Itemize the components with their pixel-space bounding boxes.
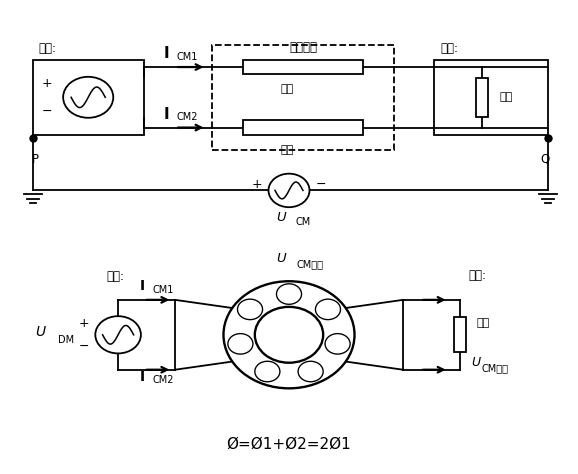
Circle shape [238, 299, 262, 319]
Circle shape [224, 281, 354, 388]
Bar [243, 120, 363, 135]
Text: $U$: $U$ [35, 326, 47, 339]
Text: $U$: $U$ [276, 252, 288, 265]
Text: CM1: CM1 [152, 285, 173, 295]
Text: DM: DM [58, 336, 75, 346]
Text: CM负载: CM负载 [481, 363, 509, 374]
Text: +: + [79, 317, 89, 329]
Text: CM1: CM1 [176, 52, 198, 62]
Circle shape [316, 299, 340, 319]
Text: −: − [79, 340, 89, 353]
Text: +: + [42, 77, 53, 90]
Circle shape [298, 361, 323, 382]
Text: P: P [32, 153, 39, 166]
Text: 设备:: 设备: [468, 269, 487, 282]
Bar [454, 317, 466, 352]
Text: $\mathbf{I}$: $\mathbf{I}$ [162, 106, 169, 121]
Text: CM2: CM2 [152, 375, 174, 385]
Text: Ø2: Ø2 [268, 339, 281, 348]
Bar [476, 78, 488, 117]
Text: CM: CM [296, 217, 311, 227]
Circle shape [276, 284, 302, 304]
Text: $\mathbf{I}$: $\mathbf{I}$ [139, 279, 145, 293]
Text: +: + [252, 178, 262, 191]
Circle shape [255, 307, 323, 363]
Text: −: − [316, 178, 326, 191]
Bar [212, 45, 394, 150]
Circle shape [95, 316, 141, 354]
Text: Q: Q [541, 153, 550, 166]
Text: CM2: CM2 [176, 112, 198, 122]
Text: $\mathbf{I}$: $\mathbf{I}$ [162, 45, 169, 61]
Text: 设备:: 设备: [440, 42, 458, 55]
Text: 阻抗: 阻抗 [280, 84, 294, 94]
Text: $U$: $U$ [276, 211, 288, 224]
Circle shape [269, 173, 309, 207]
Circle shape [325, 334, 350, 354]
Text: CM线圈: CM线圈 [297, 259, 324, 270]
Text: $U$: $U$ [471, 356, 482, 369]
Text: $\mathbf{I}$: $\mathbf{I}$ [139, 370, 145, 383]
Bar [434, 60, 548, 135]
Text: 电源:: 电源: [38, 42, 56, 55]
Text: 负载: 负载 [477, 318, 490, 328]
Bar [243, 60, 363, 74]
Text: 阻抗: 阻抗 [499, 92, 513, 102]
Text: 共模滤波: 共模滤波 [289, 41, 317, 54]
Text: Ø=Ø1+Ø2=2Ø1: Ø=Ø1+Ø2=2Ø1 [227, 437, 351, 452]
Text: 电源:: 电源: [107, 270, 125, 283]
Bar [32, 60, 144, 135]
Text: Ø1: Ø1 [294, 323, 307, 332]
Text: 阻抗: 阻抗 [280, 145, 294, 155]
Circle shape [255, 361, 280, 382]
Text: −: − [42, 105, 53, 118]
Circle shape [228, 334, 253, 354]
Circle shape [63, 77, 113, 118]
